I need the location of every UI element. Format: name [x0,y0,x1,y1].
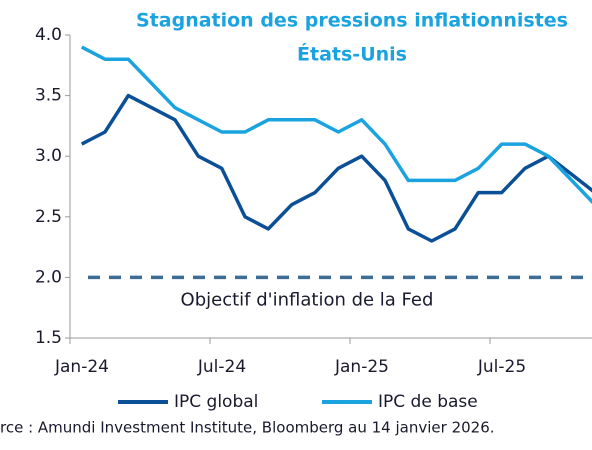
x-tick-label: Jan-25 [334,357,389,377]
x-tick-label: Jul-25 [477,357,526,377]
series-line [80,93,592,243]
chart-subtitle: États-Unis [297,43,407,66]
source: rce : Amundi Investment Institute, Bloom… [0,419,495,437]
series-line [80,45,592,205]
y-tick-label: 4.0 [35,25,62,45]
chart-title: Stagnation des pressions inflationnistes [136,10,568,32]
y-tick-label: 3.0 [35,146,62,166]
legend-label: IPC global [174,392,258,412]
x-tick-label: Jul-24 [197,357,246,377]
y-tick-label: 3.5 [35,86,62,106]
legend-label: IPC de base [378,392,478,412]
x-tick-label: Jan-24 [54,357,109,377]
y-tick-label: 2.0 [35,267,62,287]
plot-lines [80,45,592,243]
y-tick-label: 1.5 [35,328,62,348]
y-tick-label: 2.5 [35,207,62,227]
target-label: Objectif d'inflation de la Fed [181,289,434,310]
